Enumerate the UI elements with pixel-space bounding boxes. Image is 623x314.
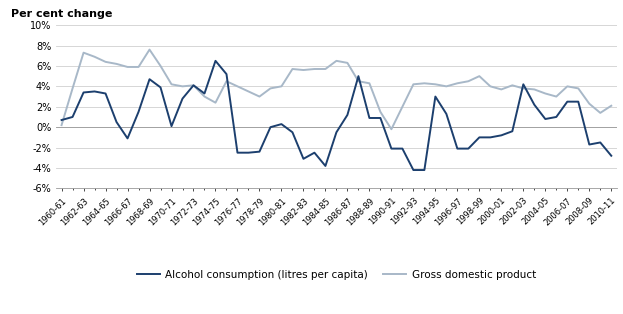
Gross domestic product	[245, 89, 252, 93]
Line: Gross domestic product: Gross domestic product	[62, 50, 611, 129]
Alcohol consumption (litres per capita)	[475, 136, 483, 139]
Alcohol consumption (litres per capita)	[212, 59, 219, 63]
Alcohol consumption (litres per capita)	[234, 151, 241, 154]
Alcohol consumption (litres per capita)	[410, 168, 417, 172]
Gross domestic product	[597, 111, 604, 115]
Alcohol consumption (litres per capita)	[179, 97, 186, 100]
Alcohol consumption (litres per capita)	[58, 118, 65, 122]
Gross domestic product	[146, 48, 153, 51]
Alcohol consumption (litres per capita)	[607, 154, 615, 158]
Alcohol consumption (litres per capita)	[245, 151, 252, 154]
Gross domestic product	[190, 84, 197, 87]
Alcohol consumption (litres per capita)	[597, 141, 604, 144]
Gross domestic product	[58, 123, 65, 127]
Text: Per cent change: Per cent change	[11, 8, 113, 19]
Gross domestic product	[388, 127, 395, 131]
Legend: Alcohol consumption (litres per capita), Gross domestic product: Alcohol consumption (litres per capita),…	[133, 266, 540, 284]
Alcohol consumption (litres per capita)	[442, 112, 450, 116]
Line: Alcohol consumption (litres per capita): Alcohol consumption (litres per capita)	[62, 61, 611, 170]
Gross domestic product	[234, 84, 241, 88]
Gross domestic product	[475, 74, 483, 78]
Gross domestic product	[442, 84, 450, 88]
Gross domestic product	[607, 104, 615, 108]
